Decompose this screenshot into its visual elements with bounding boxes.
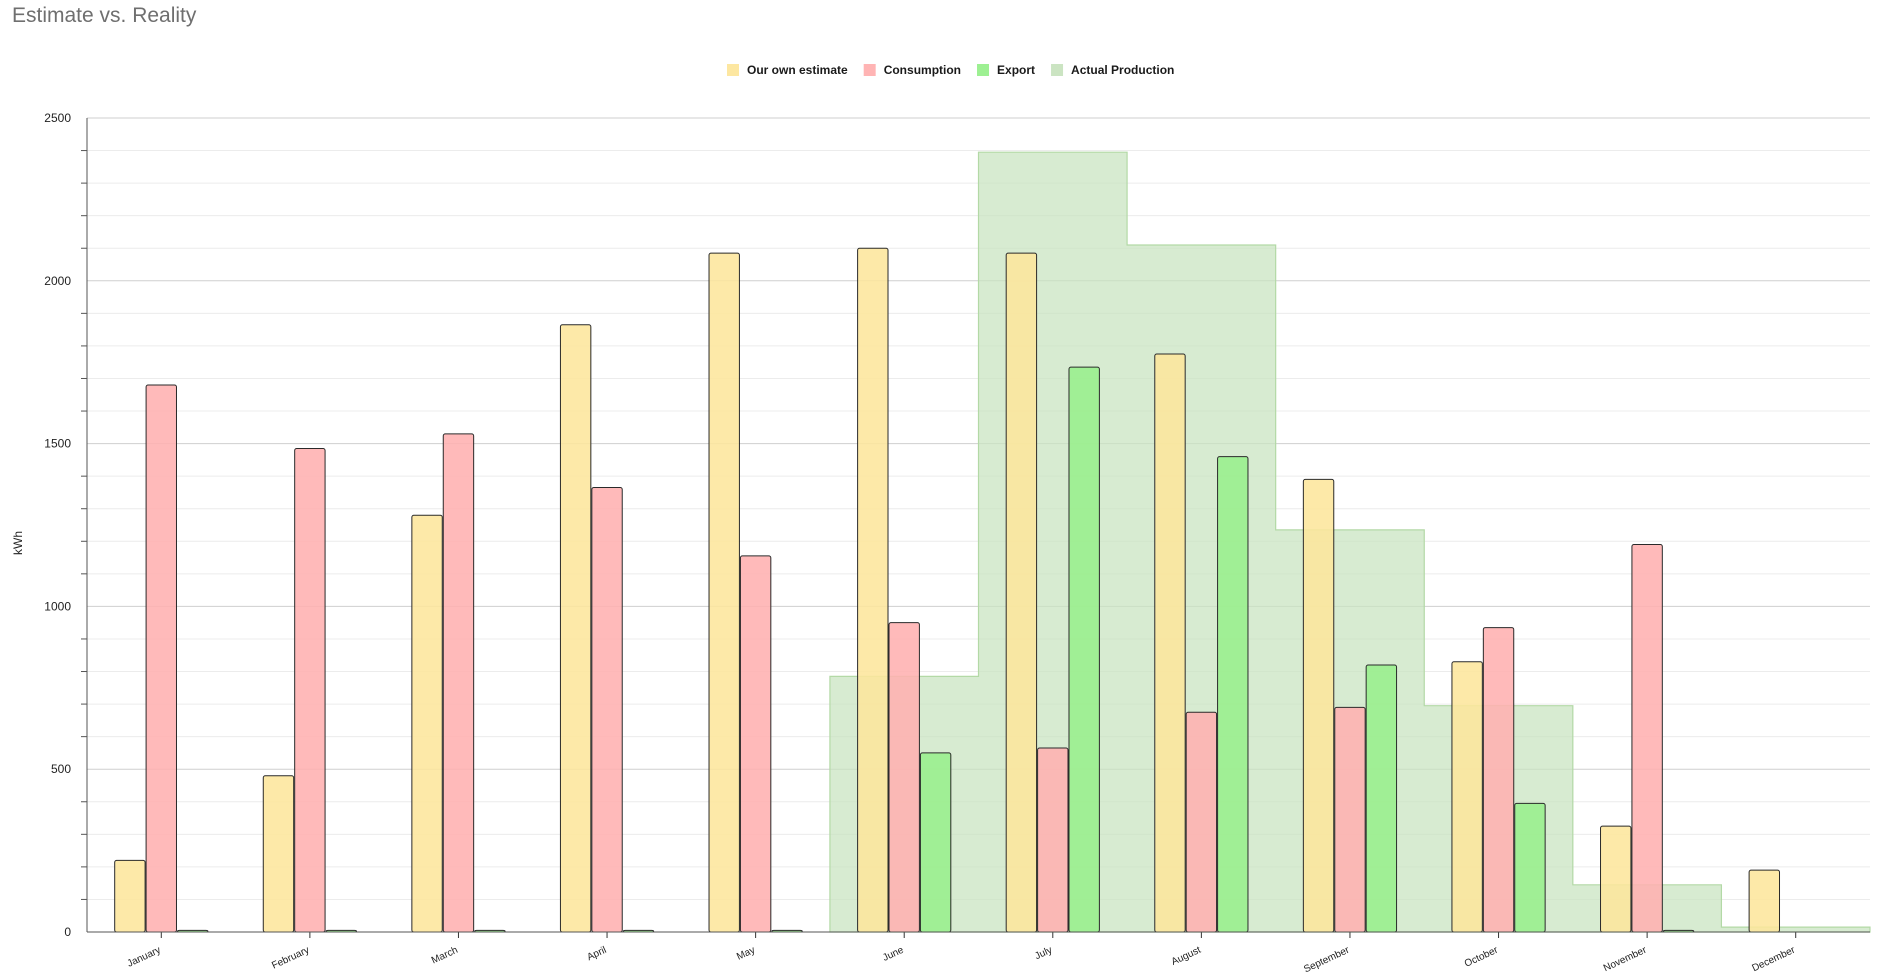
x-tick-label: August	[1170, 945, 1203, 968]
export-bar	[919, 752, 952, 933]
y-tick-label: 0	[64, 925, 71, 939]
consumption-bar	[591, 487, 623, 933]
legend-label: Our own estimate	[747, 63, 848, 77]
x-tick-label: February	[270, 945, 311, 972]
legend-label: Actual Production	[1071, 63, 1174, 77]
export-bar	[1365, 664, 1398, 933]
legend-label: Export	[997, 63, 1035, 77]
consumption-bar	[1185, 711, 1218, 933]
estimate-bar	[1154, 353, 1186, 933]
x-tick-label: March	[430, 945, 460, 967]
consumption-bar	[739, 555, 772, 933]
legend-swatch	[1051, 64, 1064, 76]
export-bar	[1068, 366, 1100, 933]
x-tick-label: June	[881, 945, 906, 964]
legend-label: Consumption	[884, 63, 961, 77]
x-tick-label: September	[1302, 944, 1352, 975]
y-axis-label: kWh	[11, 531, 25, 555]
y-tick-label: 1500	[44, 437, 71, 451]
y-tick-label: 2500	[44, 111, 71, 125]
consumption-bar	[1334, 706, 1366, 933]
estimate-bar	[857, 247, 889, 933]
estimate-bar	[1451, 661, 1483, 933]
legend: Our own estimate Consumption Export Actual …	[727, 63, 1174, 77]
consumption-bar	[1037, 747, 1069, 933]
x-tick-label: April	[586, 945, 609, 963]
consumption-bar	[1631, 544, 1663, 933]
consumption-bar	[888, 622, 920, 933]
x-tick-label: May	[735, 945, 757, 963]
y-tick-label: 2000	[44, 274, 71, 288]
consumption-bar	[442, 433, 475, 933]
legend-swatch	[863, 64, 876, 76]
estimate-bar	[559, 324, 592, 933]
estimate-bar	[1748, 869, 1781, 933]
page-title: Estimate vs. Reality	[12, 4, 197, 27]
legend-swatch	[977, 64, 990, 76]
bar-layer	[114, 247, 1781, 933]
consumption-bar	[294, 447, 326, 933]
x-tick-label: July	[1033, 945, 1054, 962]
estimate-bar	[1005, 252, 1038, 933]
x-tick-label: January	[126, 945, 163, 970]
consumption-bar	[145, 384, 177, 933]
y-tick-label: 500	[51, 762, 71, 776]
export-bar	[1514, 802, 1546, 933]
x-tick-label: October	[1463, 944, 1500, 969]
x-tick-label: November	[1602, 944, 1649, 974]
estimate-bar	[708, 252, 740, 933]
y-tick-label: 1000	[44, 599, 71, 613]
x-tick-label: December	[1751, 944, 1798, 974]
estimate-bar	[1600, 825, 1632, 933]
estimate-bar	[262, 775, 295, 933]
estimate-bar	[114, 859, 146, 933]
legend-swatch	[727, 64, 739, 76]
consumption-bar	[1482, 627, 1515, 933]
export-bar	[1217, 456, 1249, 933]
estimate-bar	[1302, 478, 1335, 933]
estimate-bar	[411, 514, 443, 933]
